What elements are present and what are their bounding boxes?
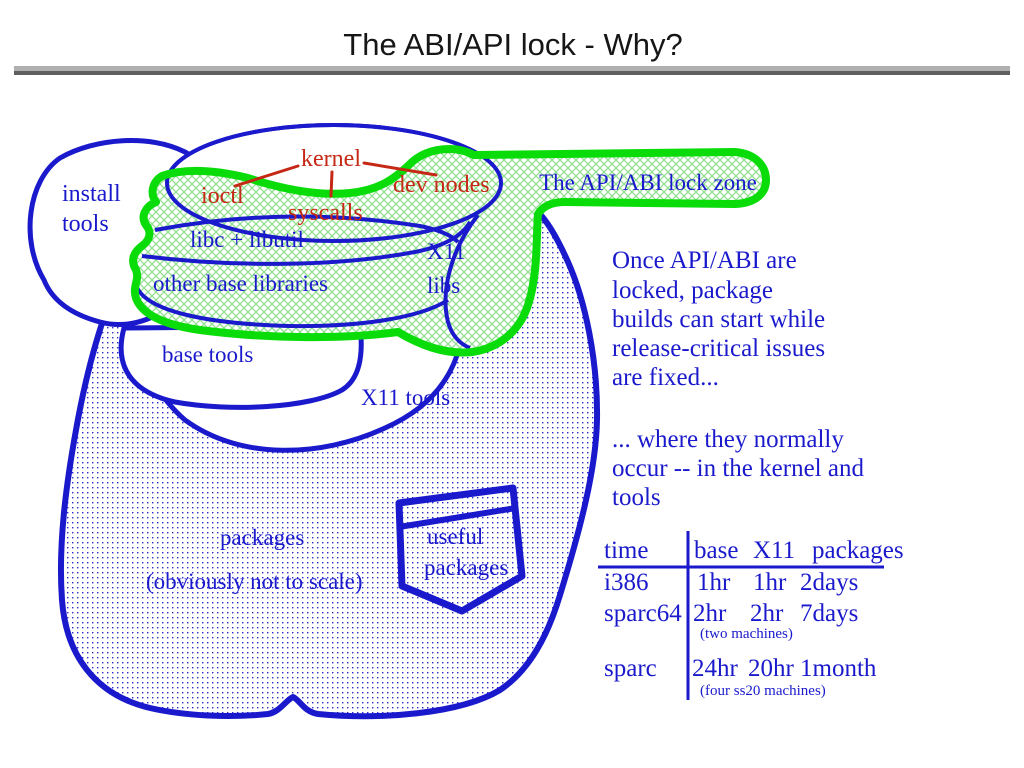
libc-band-top-line [154, 214, 460, 244]
install-tools-label-line1: install [62, 181, 121, 207]
pocket-label-line2: packages [424, 555, 508, 580]
title-rule-dark [14, 71, 1010, 75]
table-cell-x11: 2hr [750, 600, 784, 627]
table-row: sparc64 2hr 2hr 7days (two machines) [604, 600, 858, 642]
table-cell-x11: 20hr [748, 655, 795, 682]
note-paragraph-1: Once API/ABI are locked, package builds … [612, 247, 825, 391]
page-title: The ABI/API lock - Why? [343, 27, 682, 62]
table-cell-x11: 1hr [753, 569, 787, 596]
table-cell-base: 2hr [693, 600, 727, 627]
base-tools-shape [118, 323, 364, 410]
pocket-flap-line [398, 505, 517, 530]
libc-band-bottom-line [141, 220, 472, 266]
note1-line: locked, package [612, 277, 773, 304]
table-row-note: (four ss20 machines) [700, 683, 826, 699]
note2-line: ... where they normally [612, 426, 844, 453]
x11-libs-label-line1: X11 [427, 239, 466, 264]
table-cell-arch: i386 [604, 569, 648, 596]
note-paragraph-2: ... where they normally occur -- in the … [612, 426, 864, 511]
pocket-shape [395, 484, 526, 615]
note1-line: release-critical issues [612, 335, 825, 362]
table-cell-packages: 1month [800, 655, 877, 682]
table-header-x11: X11 [753, 537, 795, 564]
note2-line: occur -- in the kernel and [612, 455, 864, 482]
table-header-packages: packages [812, 537, 904, 564]
base-tools-label: base tools [162, 342, 253, 367]
pocket-label-line1: useful [427, 524, 483, 549]
kernel-to-syscalls-line [329, 170, 334, 198]
note1-line: builds can start while [612, 306, 825, 333]
lock-zone-border [129, 145, 770, 357]
table-cell-packages: 7days [800, 600, 858, 627]
table-cell-arch: sparc64 [604, 600, 682, 627]
table-header-time: time [604, 537, 648, 564]
note1-line: Once API/ABI are [612, 247, 797, 274]
syscalls-label: syscalls [288, 200, 363, 226]
table-row: i386 1hr 1hr 2days [604, 569, 858, 596]
note2-line: tools [612, 484, 661, 511]
table-row-note: (two machines) [700, 626, 793, 642]
kernel-ellipse-outline [165, 123, 503, 243]
libc-label: libc + libutil [190, 227, 304, 252]
other-base-label: other base libraries [153, 271, 328, 296]
kernel-to-devnodes-line [362, 161, 438, 177]
table-cell-packages: 2days [800, 569, 858, 596]
table-cell-base: 1hr [697, 569, 731, 596]
table-cell-base: 24hr [692, 655, 739, 682]
x11-tools-label: X11 tools [361, 385, 450, 410]
ioctl-label: ioctl [201, 183, 244, 209]
lock-zone-label: The API/ABI lock zone [539, 170, 757, 195]
table-header-base: base [694, 537, 738, 564]
install-tools-label-line2: tools [62, 211, 109, 237]
title-rule-light [14, 66, 1010, 71]
packages-label: packages [220, 525, 304, 550]
packages-note: (obviously not to scale) [146, 569, 363, 594]
dev-nodes-label: dev nodes [393, 172, 490, 198]
x11-libs-label-line2: libs [427, 273, 460, 298]
note1-line: are fixed... [612, 364, 719, 391]
x11-libs-left-line [443, 213, 480, 350]
other-base-bottom-line [134, 284, 450, 329]
table-cell-arch: sparc [604, 655, 657, 682]
kernel-label: kernel [301, 146, 361, 172]
table-row: sparc 24hr 20hr 1month (four ss20 machin… [604, 655, 877, 699]
build-time-table: time base X11 packages i386 1hr 1hr 2day… [598, 531, 904, 700]
kernel-to-ioctl-line [233, 164, 300, 188]
